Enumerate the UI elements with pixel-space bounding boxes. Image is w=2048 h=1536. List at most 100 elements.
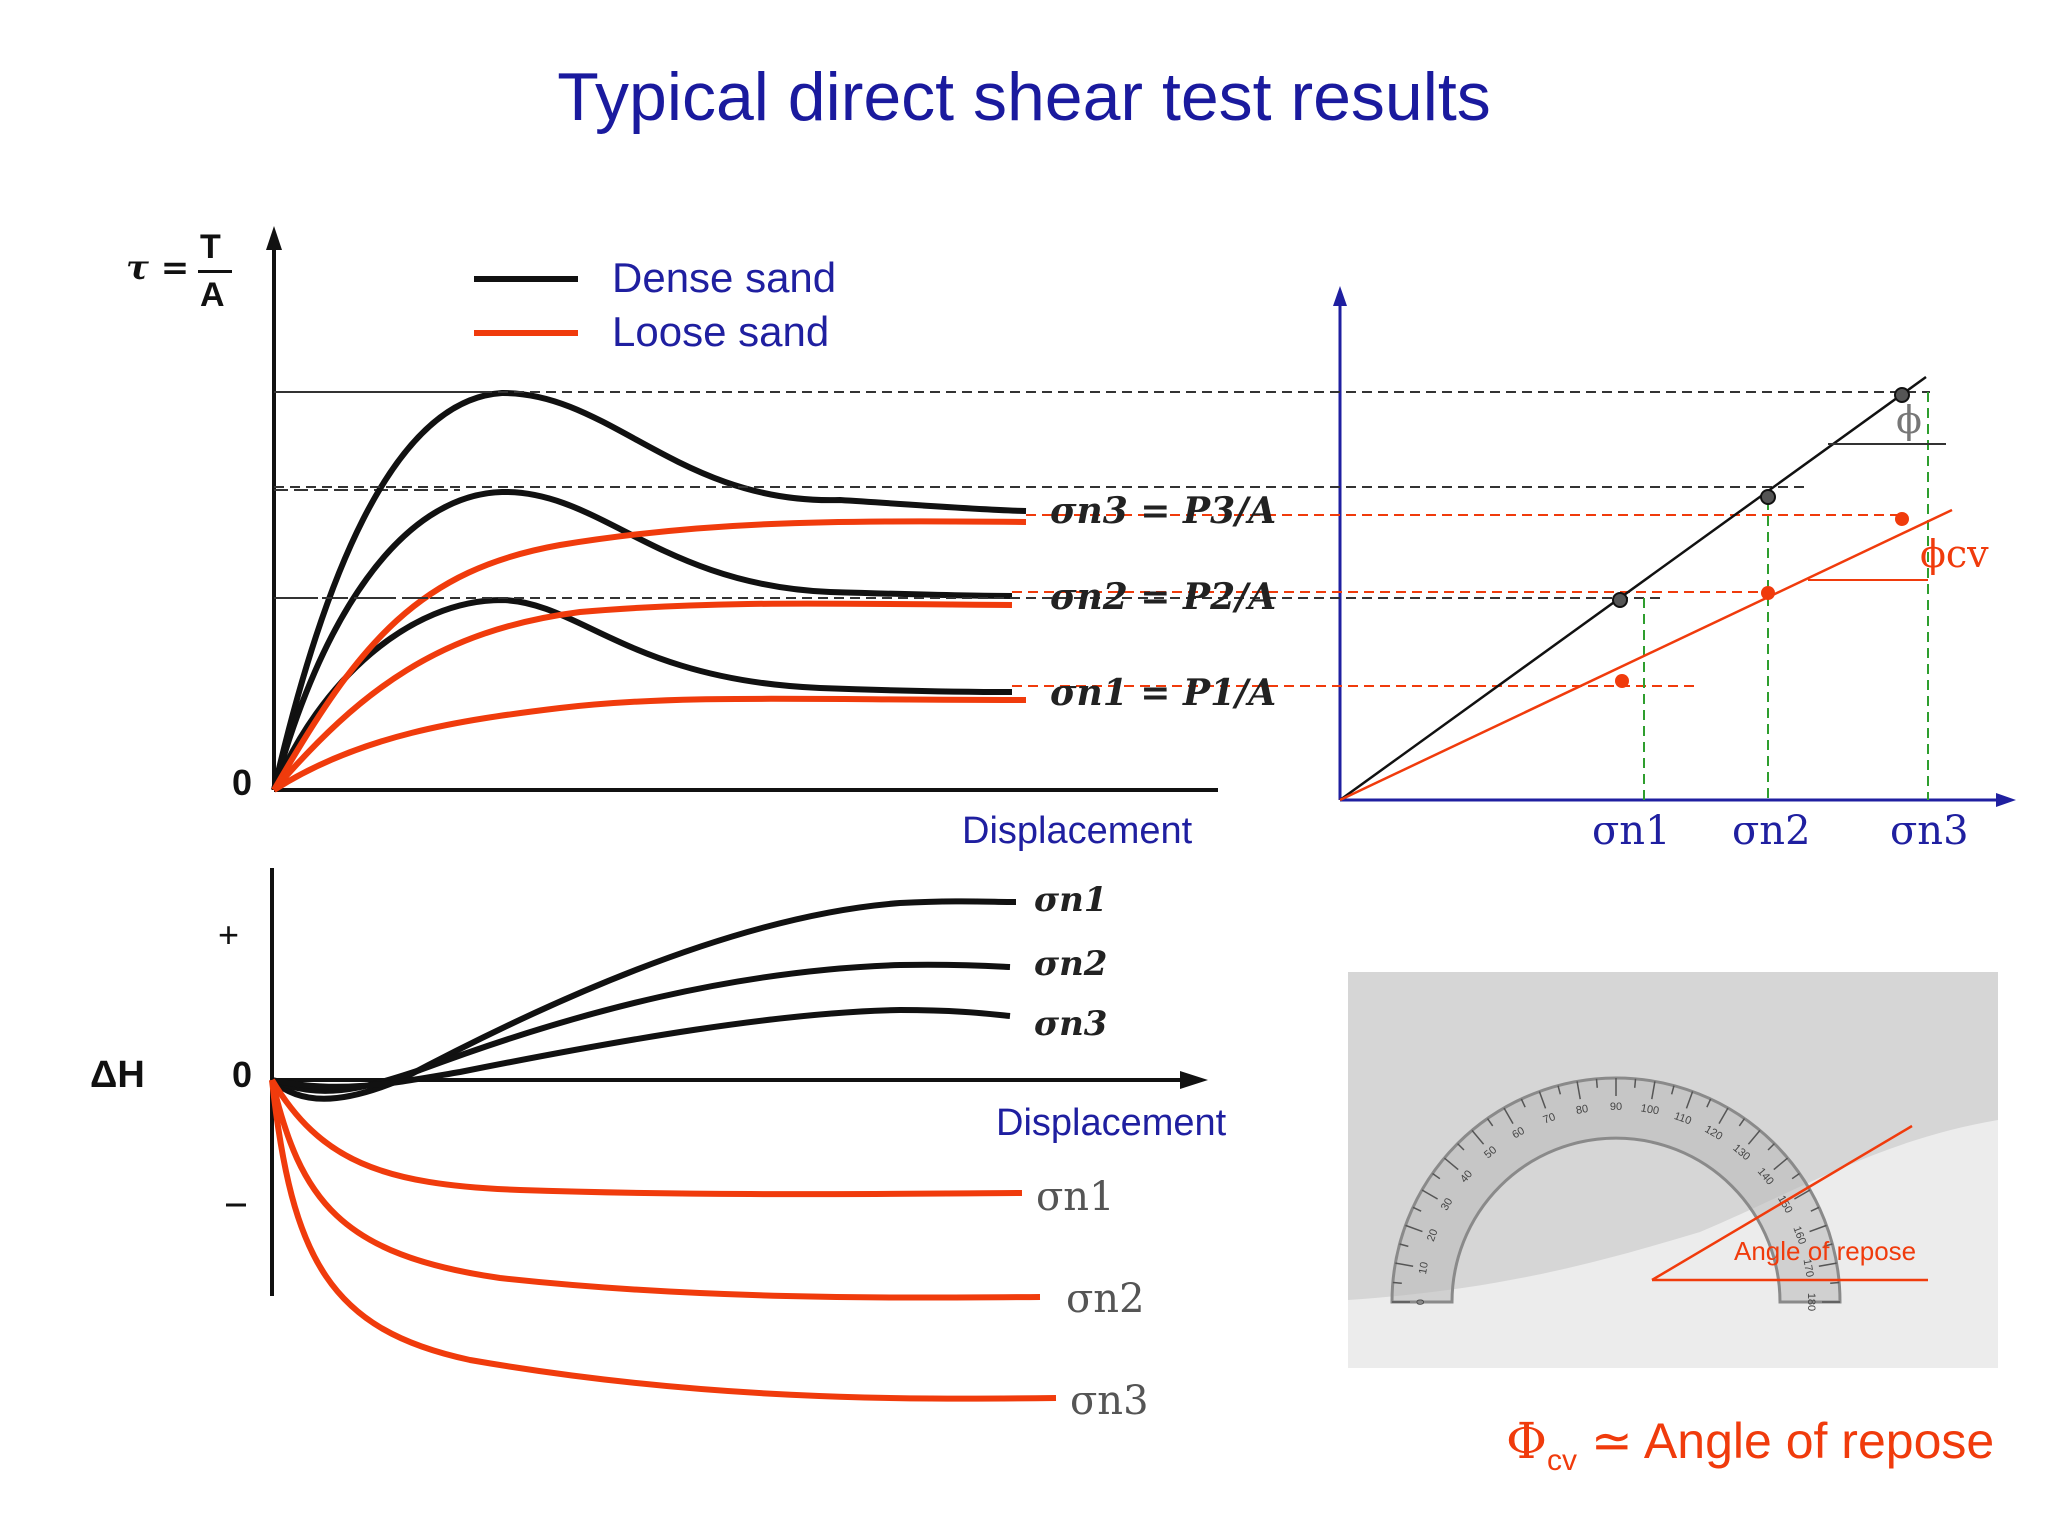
protractor-tick bbox=[1457, 1143, 1465, 1151]
volume-y-label: ΔH bbox=[90, 1054, 145, 1096]
curve-label-n1: σn1 = P1/A bbox=[1050, 672, 1277, 714]
loose-volume-label-n3: σn3 bbox=[1070, 1378, 1149, 1424]
protractor-tick bbox=[1767, 1143, 1775, 1151]
curve-label-n2: σn2 = P2/A bbox=[1050, 576, 1277, 618]
phi-label: ϕ bbox=[1896, 398, 1922, 442]
protractor-tick bbox=[1651, 1081, 1656, 1100]
loose-shear-curve-n1 bbox=[272, 695, 1027, 793]
tau-symbol: τ = bbox=[126, 248, 190, 288]
protractor-scale-number: 60 bbox=[1510, 1125, 1527, 1142]
curve-label-n3: σn3 = P3/A bbox=[1050, 490, 1277, 532]
dense-shear-curve-n3 bbox=[271, 389, 1027, 791]
protractor-tick bbox=[1595, 1078, 1599, 1088]
protractor-tick bbox=[1818, 1262, 1837, 1267]
protractor-tick bbox=[1399, 1243, 1409, 1248]
protractor-tick bbox=[1706, 1098, 1712, 1108]
loose-volume-curve-n3 bbox=[269, 1079, 1057, 1402]
protractor-tick bbox=[1486, 1118, 1494, 1127]
sand-pile bbox=[1348, 1120, 1998, 1368]
volume-x-axis-label: Displacement bbox=[996, 1102, 1227, 1144]
protractor-tick bbox=[1810, 1206, 1820, 1212]
protractor-tick bbox=[1685, 1091, 1694, 1109]
footnote-subscript: cv bbox=[1547, 1444, 1577, 1477]
protractor-tick bbox=[1432, 1172, 1441, 1180]
loose-volume-label-n1: σn1 bbox=[1036, 1174, 1115, 1220]
protractor-scale-number: 30 bbox=[1439, 1196, 1456, 1213]
peak-point-n3 bbox=[1894, 387, 1910, 403]
protractor-tick bbox=[1503, 1107, 1514, 1124]
protractor-tick bbox=[1412, 1206, 1422, 1212]
loose-volume-label-n2: σn2 bbox=[1066, 1276, 1145, 1322]
peak-failure-envelope bbox=[1339, 375, 1927, 802]
protractor-tick bbox=[1395, 1262, 1414, 1267]
protractor-tick bbox=[1791, 1172, 1800, 1180]
protractor-scale-number: 100 bbox=[1640, 1102, 1660, 1117]
protractor-tick bbox=[1392, 1281, 1402, 1285]
protractor-tick bbox=[1830, 1281, 1840, 1285]
protractor-tick bbox=[1747, 1129, 1761, 1145]
envelope-tick-n3: σn3 bbox=[1890, 808, 1969, 854]
protractor-tick bbox=[1443, 1157, 1459, 1171]
shear-y-arrow bbox=[266, 226, 282, 250]
protractor-scale-number: 70 bbox=[1541, 1111, 1557, 1126]
envelope-tick-n1: σn1 bbox=[1592, 808, 1671, 854]
loose-shear-curve-n3 bbox=[271, 518, 1027, 792]
dense-volume-curve-n2 bbox=[270, 961, 1011, 1094]
protractor-tick bbox=[1773, 1157, 1789, 1171]
volume-origin-label: 0 bbox=[232, 1054, 253, 1095]
plus-label: + bbox=[218, 914, 240, 955]
dense-volume-label-n3: σn3 bbox=[1034, 1004, 1108, 1044]
protractor-tick bbox=[1421, 1189, 1438, 1200]
peak-point-n2 bbox=[1760, 489, 1776, 505]
protractor-tick bbox=[1809, 1224, 1827, 1233]
dense-shear-curve-n2 bbox=[271, 488, 1013, 791]
loose-shear-curve-n2 bbox=[271, 600, 1013, 792]
loose-volume-curve-n1 bbox=[269, 1078, 1023, 1198]
dense-volume-label-n2: σn2 bbox=[1034, 944, 1108, 984]
shear-y-numerator: T bbox=[200, 228, 221, 266]
legend-swatch-loose bbox=[474, 330, 578, 336]
volume-x-arrow bbox=[1180, 1071, 1208, 1089]
envelope-y-arrow bbox=[1333, 286, 1347, 306]
photo-caption: Angle of repose bbox=[1734, 1236, 1917, 1266]
protractor-tick bbox=[1471, 1129, 1485, 1145]
repose-slope-line bbox=[1651, 1124, 1913, 1282]
envelope-x-arrow bbox=[1996, 793, 2016, 807]
protractor-tick bbox=[1823, 1243, 1833, 1248]
protractor-tick bbox=[1718, 1107, 1729, 1124]
footnote-symbol: Φ bbox=[1506, 1412, 1547, 1470]
loose-volume-curve-n2 bbox=[269, 1079, 1041, 1301]
residual-failure-envelope bbox=[1339, 508, 1953, 802]
protractor-tick bbox=[1738, 1118, 1746, 1127]
footnote-text: ≃ Angle of repose bbox=[1590, 1413, 1995, 1469]
protractor-scale-number: 80 bbox=[1575, 1103, 1589, 1117]
protractor-scale-number: 180 bbox=[1805, 1293, 1817, 1311]
shear-y-label: τ = bbox=[126, 248, 189, 288]
protractor-tick bbox=[1405, 1224, 1423, 1233]
shear-y-denominator: A bbox=[200, 276, 225, 314]
protractor-scale-number: 170 bbox=[1801, 1258, 1816, 1278]
protractor-tick bbox=[1794, 1189, 1811, 1200]
protractor-scale-number: 10 bbox=[1417, 1261, 1431, 1275]
protractor-tick bbox=[1557, 1085, 1562, 1095]
protractor-tick bbox=[1633, 1078, 1637, 1088]
envelope-tick-n2: σn2 bbox=[1732, 808, 1811, 854]
peak-point-n1 bbox=[1612, 592, 1628, 608]
protractor-scale-number: 90 bbox=[1610, 1101, 1622, 1113]
protractor-tick bbox=[1538, 1091, 1547, 1109]
protractor-scale-number: 110 bbox=[1672, 1110, 1693, 1127]
protractor-tick bbox=[1670, 1085, 1675, 1095]
phi-cv-label: ϕcv bbox=[1920, 532, 1989, 576]
shear-origin-label: 0 bbox=[232, 762, 253, 803]
residual-point-n2 bbox=[1761, 586, 1775, 600]
shear-x-axis-label: Displacement bbox=[962, 810, 1193, 852]
legend-swatch-dense bbox=[474, 276, 578, 282]
slide-title: Typical direct shear test results bbox=[557, 59, 1491, 135]
footnote: Φcv ≃ Angle of repose bbox=[1506, 1412, 1994, 1478]
dense-volume-label-n1: σn1 bbox=[1034, 880, 1108, 920]
protractor bbox=[1390, 1076, 1842, 1304]
protractor-tick bbox=[1520, 1098, 1526, 1108]
protractor-tick bbox=[1576, 1081, 1581, 1100]
